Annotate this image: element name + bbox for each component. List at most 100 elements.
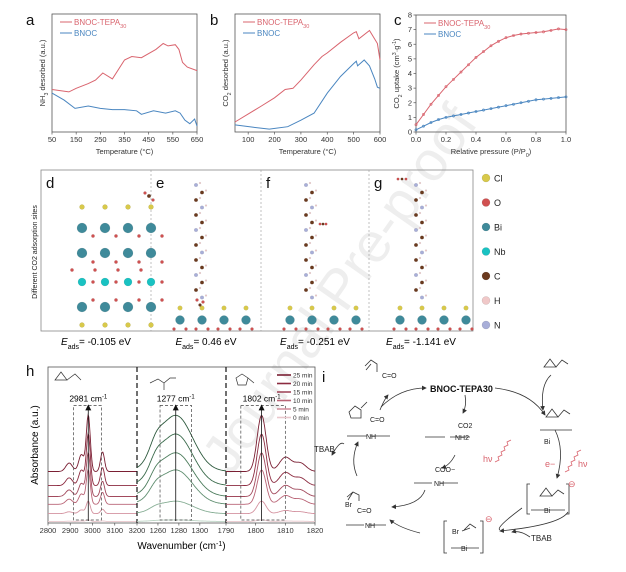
bi-label-3: Bi: [461, 546, 468, 553]
data-point: [504, 104, 508, 108]
atom: [122, 222, 134, 234]
atom: [414, 327, 418, 331]
data-point: [459, 70, 463, 74]
atom: [114, 298, 118, 302]
data-point: [467, 111, 470, 115]
atom: [314, 204, 318, 207]
x-tick-label: 550: [167, 135, 180, 144]
atom: [307, 315, 317, 325]
atom: [204, 219, 208, 222]
atom: [404, 327, 408, 331]
atom: [304, 288, 308, 292]
data-point: [474, 110, 478, 113]
atom: [420, 220, 424, 225]
atom: [148, 204, 154, 210]
atom: [414, 213, 418, 217]
peak-annotation: 2981 cm-1: [69, 393, 108, 403]
atom: [418, 241, 422, 245]
panel-label-i: i: [322, 369, 325, 386]
atom: [310, 205, 314, 210]
atom: [241, 315, 251, 325]
legend-atom-n: [481, 320, 491, 330]
co2-label: CO2: [458, 423, 473, 430]
atom: [125, 322, 131, 328]
spectrum-20-min: [226, 433, 316, 487]
peak-highlight-box: [73, 405, 102, 521]
data-point: [422, 124, 425, 128]
atom: [195, 298, 199, 302]
reaction-mechanism-scheme: BNOC-TEPA30 CO2 NH2 COO− NH: [314, 358, 588, 554]
data-point: [519, 32, 523, 36]
atom: [199, 305, 205, 311]
atom: [198, 271, 202, 275]
atom: [321, 222, 325, 226]
atom: [204, 264, 208, 267]
x-tick-label: 400: [321, 135, 334, 144]
data-point: [497, 39, 500, 43]
atom: [99, 301, 111, 313]
atom: [309, 305, 315, 311]
atom: [424, 264, 428, 267]
y-axis-label: NH3 desorbed (a.u.): [38, 39, 50, 106]
atom: [458, 327, 462, 331]
atom: [194, 258, 198, 262]
data-point: [512, 102, 515, 106]
atom: [198, 196, 202, 200]
atom: [184, 327, 188, 331]
atom: [175, 315, 185, 325]
peak-annotation: 1802 cm-1: [243, 393, 282, 403]
atom: [145, 301, 157, 313]
atom: [439, 315, 449, 325]
minus-charge-1: ⊖: [568, 479, 576, 489]
atom: [221, 305, 227, 311]
legend-entry: 0 min: [293, 415, 309, 422]
legend-entry: BNOC: [74, 29, 97, 38]
atom: [91, 234, 95, 238]
atom: [143, 191, 147, 195]
x-tick-label: 0.4: [471, 135, 481, 144]
atom: [414, 183, 418, 187]
x-tick-label: 0.0: [411, 135, 421, 144]
atom: [414, 258, 418, 262]
legend-element-label: N: [494, 321, 501, 331]
atom: [424, 219, 428, 222]
atom: [238, 327, 242, 331]
series-line-bnoc: [51, 92, 198, 127]
carbonate-label-2: C=O: [382, 373, 397, 380]
atom: [304, 183, 308, 187]
y-axis-label: Absorbance (a.u.): [30, 405, 41, 485]
atom: [151, 198, 155, 202]
atom: [314, 279, 318, 282]
atom: [91, 280, 95, 284]
atom: [114, 234, 118, 238]
legend-entry: BNOC: [257, 29, 280, 38]
atom: [308, 181, 312, 185]
peak-arrow: [258, 404, 265, 411]
atom: [125, 204, 131, 210]
spectrum-10-min: [226, 469, 316, 505]
atom: [314, 294, 318, 297]
hv-label-1: hν: [483, 454, 493, 464]
y-tick-label: 6: [408, 40, 412, 49]
chart-c-co2-uptake: 0.0 0.2 0.4 0.6 0.8 1.0 0 1 2 3 4 5 6 7 8 Relative pres…: [392, 11, 571, 160]
data-point: [414, 123, 418, 127]
atom: [139, 268, 143, 272]
adsorption-energy-2: Eads= 0.46 eV: [175, 337, 236, 351]
atom: [314, 189, 318, 192]
atom: [314, 219, 318, 222]
atom: [418, 211, 422, 215]
nh-label-top-left: NH: [366, 434, 376, 441]
data-point: [422, 113, 425, 116]
x-axis-label: Temperature (°C): [96, 147, 154, 156]
data-point: [527, 99, 530, 103]
data-point: [444, 115, 448, 119]
atom: [424, 294, 428, 297]
atom: [282, 327, 286, 331]
atom: [200, 265, 204, 270]
legend-element-label: Nb: [494, 247, 506, 257]
atom: [200, 235, 204, 240]
legend-atom-bi: [481, 222, 491, 232]
legend-element-label: C: [494, 272, 501, 282]
atom: [228, 327, 232, 331]
atom: [204, 204, 208, 207]
